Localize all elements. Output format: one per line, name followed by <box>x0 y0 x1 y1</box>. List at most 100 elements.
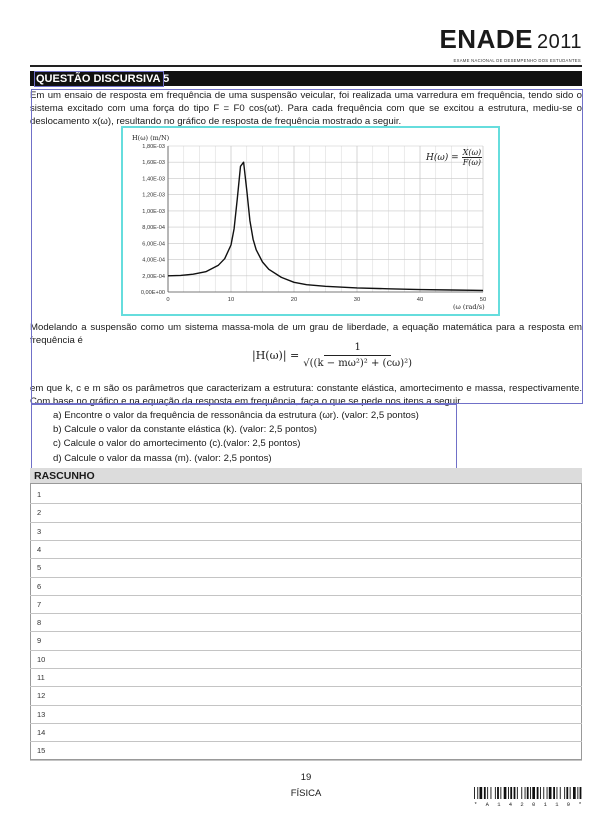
barcode-bar <box>500 787 502 799</box>
y-tick-label: 1,00E-03 <box>142 209 165 215</box>
model-paragraph: Modelando a suspensão como um sistema ma… <box>30 322 582 346</box>
question-title: QUESTÃO DISCURSIVA 5 <box>36 73 170 85</box>
barcode <box>474 787 582 799</box>
rascunho-line-number: 6 <box>37 581 42 591</box>
rascunho-line-number: 2 <box>37 508 42 518</box>
item-a: a) Encontre o valor da frequência de res… <box>53 410 419 421</box>
response-equation: |H(ω)| = 1 √((k − mω²)² + (cω)²) <box>252 342 412 369</box>
rascunho-line-number: 11 <box>37 673 45 682</box>
barcode-bar <box>516 787 518 799</box>
barcode-bar <box>540 787 541 799</box>
y-tick-label: 8,00E-04 <box>142 225 165 231</box>
y-axis-label: H(ω) (m/N) <box>132 134 170 142</box>
y-tick-label: 4,00E-04 <box>142 258 165 264</box>
barcode-bar <box>546 787 548 799</box>
rascunho-line-number: 10 <box>37 654 46 664</box>
y-tick-label: 6,00E-04 <box>142 241 165 247</box>
barcode-bar <box>479 787 483 799</box>
subject-label: FÍSICA <box>290 788 322 799</box>
response-curve <box>167 161 484 292</box>
barcode-bar <box>566 787 569 799</box>
barcode-bar <box>503 787 507 799</box>
formula-fraction: X(ω) F(ω) <box>461 148 483 167</box>
rascunho-line <box>30 503 582 505</box>
conclusion-paragraph: em que k, c e m são os parâmetros que ca… <box>30 383 582 407</box>
rascunho-line <box>30 558 582 560</box>
barcode-digits: * A 1 4 2 0 1 1 9 * <box>474 801 585 808</box>
barcode-bar <box>508 787 509 799</box>
formula-lhs: H(ω) = <box>426 152 459 163</box>
barcode-bar <box>553 787 555 799</box>
barcode-bar <box>510 787 513 799</box>
x-tick-label: 0 <box>166 297 169 303</box>
barcode-bar <box>497 787 499 799</box>
item-b: b) Calcule o valor da constante elástica… <box>53 424 317 435</box>
barcode-bar <box>577 787 579 799</box>
barcode-bar <box>548 787 552 799</box>
barcode-bar <box>543 787 545 799</box>
barcode-bar <box>532 787 535 799</box>
page-number: 19 <box>300 772 312 783</box>
rascunho-line <box>30 649 582 651</box>
question-intro: Em um ensaio de resposta em frequência d… <box>30 90 582 127</box>
chart-svg: 0,00E+00 2,00E-04 4,00E-04 6,00E-04 8,00E-04… <box>132 134 486 311</box>
rascunho-line <box>30 668 582 669</box>
header-subtitle: EXAME NACIONAL DE DESEMPENHO DOS ESTUDAN… <box>453 58 581 63</box>
y-tick-label: 1,80E-03 <box>142 144 165 150</box>
barcode-bar <box>474 787 475 799</box>
y-tick-label: 1,60E-03 <box>142 160 165 166</box>
rascunho-line <box>30 521 582 523</box>
item-d: d) Calcule o valor da massa (m). (valor:… <box>53 453 272 464</box>
rascunho-line-number: 8 <box>37 618 42 628</box>
barcode-bar <box>579 787 582 799</box>
annotation-box-title <box>34 71 164 87</box>
rascunho-line-number: 4 <box>37 544 42 554</box>
rascunho-line-number: 15 <box>37 746 46 756</box>
rascunho-header <box>30 468 582 484</box>
x-axis-label: (ω (rad/s) <box>453 303 485 311</box>
equation-fraction: 1 √((k − mω²)² + (cω)²) <box>303 342 412 369</box>
rascunho-line-number: 14 <box>37 727 46 737</box>
x-tick-label: 40 <box>417 297 423 303</box>
barcode-bar <box>494 787 496 799</box>
annotation-box-body <box>31 89 583 404</box>
y-tick-label: 2,00E-04 <box>142 274 165 280</box>
rascunho-title: RASCUNHO <box>34 470 95 482</box>
barcode-bar <box>536 787 539 799</box>
question-title-bar <box>30 71 582 86</box>
rascunho-line-number: 13 <box>37 709 46 719</box>
x-tick-label: 20 <box>291 297 297 303</box>
barcode-bar <box>487 787 489 799</box>
rascunho-line <box>30 539 582 541</box>
rascunho-line <box>30 594 582 596</box>
barcode-bar <box>477 787 479 799</box>
item-c: c) Calcule o valor do amortecimento (c).… <box>53 438 301 449</box>
equation-lhs: |H(ω)| = <box>252 349 300 362</box>
barcode-bar <box>569 787 571 799</box>
barcode-bar <box>556 787 558 799</box>
barcode-bar <box>559 787 561 799</box>
y-tick-label: 0,00E+00 <box>141 290 165 296</box>
brand-text: ENADE <box>439 24 533 54</box>
barcode-bar <box>526 787 529 799</box>
enade-logo: ENADE 2011 <box>439 24 582 55</box>
x-tick-label: 50 <box>480 297 486 303</box>
barcode-bar <box>524 787 526 799</box>
rascunho-line <box>30 686 582 688</box>
barcode-bar <box>490 787 492 799</box>
barcode-bar <box>483 787 486 799</box>
rascunho-line-number: 5 <box>37 563 42 573</box>
rascunho-line <box>30 613 582 615</box>
rascunho-line-number: 12 <box>37 691 46 701</box>
x-tick-label: 30 <box>354 297 360 303</box>
y-tick-label: 1,20E-03 <box>142 193 165 199</box>
equation-numerator: 1 <box>324 342 391 356</box>
rascunho-line <box>30 741 582 743</box>
x-tick-label: 10 <box>228 297 234 303</box>
barcode-bar <box>564 787 566 799</box>
header-rule <box>30 65 582 67</box>
rascunho-line <box>30 631 582 633</box>
rascunho-line <box>30 722 582 724</box>
barcode-bar <box>573 787 576 799</box>
year-text: 2011 <box>536 31 582 53</box>
